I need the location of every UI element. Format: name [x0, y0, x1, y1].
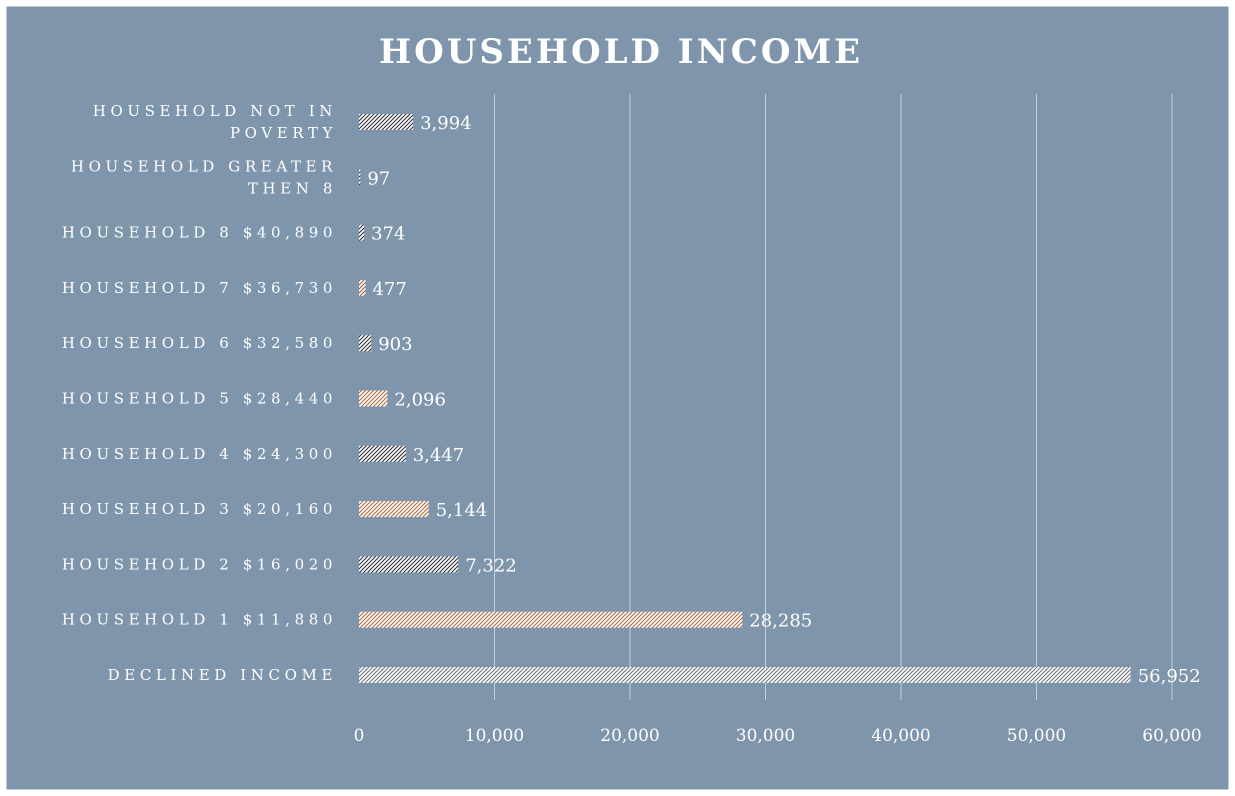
bar — [359, 611, 743, 628]
data-label: 477 — [372, 279, 406, 300]
data-label: 97 — [367, 168, 390, 189]
category-label: DECLINED INCOME — [108, 666, 337, 684]
category-label: HOUSEHOLD 5 $28,440 — [62, 390, 337, 408]
data-label: 2,096 — [394, 390, 446, 411]
category-label: HOUSEHOLD NOT IN — [93, 102, 337, 120]
bars — [359, 114, 1131, 683]
bar — [359, 390, 388, 407]
bar — [359, 169, 361, 186]
category-label: HOUSEHOLD 1 $11,880 — [62, 611, 337, 629]
category-label: HOUSEHOLD GREATER — [71, 157, 337, 175]
data-label: 5,144 — [436, 500, 488, 521]
category-label: HOUSEHOLD 2 $16,020 — [62, 555, 337, 573]
category-label: HOUSEHOLD 7 $36,730 — [62, 279, 337, 297]
category-label: HOUSEHOLD 6 $32,580 — [62, 334, 337, 352]
data-label: 56,952 — [1138, 666, 1201, 687]
gridlines — [494, 94, 1173, 700]
x-tick-label: 10,000 — [465, 726, 524, 746]
data-label: 3,994 — [420, 113, 472, 134]
x-tick-label: 30,000 — [736, 726, 795, 746]
x-axis-tick-labels: 0 10,000 20,000 30,000 40,000 50,000 60,000 — [354, 726, 1202, 746]
chart-title: HOUSEHOLD INCOME — [379, 32, 863, 72]
category-label: POVERTY — [230, 124, 337, 142]
category-label: HOUSEHOLD 3 $20,160 — [62, 500, 337, 518]
category-label: HOUSEHOLD 8 $40,890 — [62, 224, 337, 242]
bar — [359, 224, 365, 241]
bar — [359, 445, 406, 462]
x-tick-label: 40,000 — [871, 726, 930, 746]
data-label: 374 — [371, 224, 405, 245]
bar — [359, 335, 372, 352]
bar — [359, 279, 366, 296]
bar — [359, 501, 429, 518]
x-tick-label: 50,000 — [1007, 726, 1066, 746]
chart-background — [5, 5, 1230, 791]
value-labels: 3,994 97 374 477 903 2,096 3,447 5,144 7,322 28,2… — [367, 113, 1200, 687]
bar — [359, 556, 459, 573]
x-tick-label: 0 — [354, 726, 365, 746]
bar — [359, 114, 414, 130]
bar — [359, 667, 1131, 683]
x-tick-label: 20,000 — [600, 726, 659, 746]
category-labels: HOUSEHOLD NOT IN POVERTY HOUSEHOLD GREATER… — [62, 102, 337, 684]
data-label: 903 — [378, 334, 412, 355]
data-label: 3,447 — [413, 445, 465, 466]
data-label: 28,285 — [749, 611, 812, 632]
category-label: THEN 8 — [248, 179, 337, 197]
x-tick-label: 60,000 — [1142, 726, 1201, 746]
category-label: HOUSEHOLD 4 $24,300 — [62, 445, 337, 463]
data-label: 7,322 — [465, 555, 517, 576]
